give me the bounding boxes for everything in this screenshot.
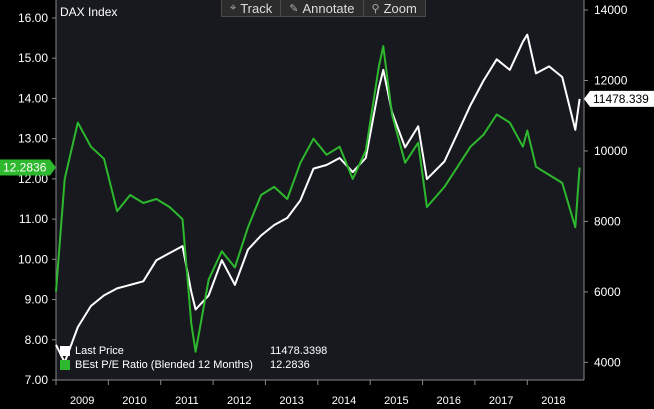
x-tick-label: 2014 [332,395,356,407]
y-left-tick-label: 9.00 [25,293,49,307]
chart-legend: Last Price 11478.3398 BEst P/E Ratio (Bl… [60,344,327,372]
last-value-flag-left-arrow [50,159,56,176]
y-left-tick-label: 16.00 [18,11,48,25]
y-left-tick-label: 11.00 [19,212,48,226]
series-line-pe-ratio [55,45,581,353]
last-value-flag-left [0,159,50,176]
last-value-flag-right [590,90,654,107]
chart-toolbar: ⌖ Track ✎ Annotate ⚲ Zoom [221,0,426,17]
y-left-tick-label: 10.00 [18,252,48,266]
y-left-tick-label: 8.00 [25,333,49,347]
track-button[interactable]: ⌖ Track [222,0,282,16]
y-left-tick-label: 14.00 [18,91,48,105]
track-label: Track [240,0,273,16]
legend-swatch-pe-ratio [60,360,70,370]
y-left-tick-label: 15.00 [18,51,48,65]
y-right-tick-label: 10000 [594,144,628,158]
magnifier-icon: ⚲ [371,2,380,15]
legend-value-pe-ratio: 12.2836 [270,359,310,371]
y-right-tick-label: 12000 [594,73,628,87]
x-tick-label: 2012 [227,395,251,407]
x-tick-label: 2018 [541,395,565,407]
chart-title: DAX Index [60,5,117,19]
legend-swatch-last-price [60,346,70,356]
crosshair-icon: ⌖ [230,1,237,14]
x-tick-label: 2017 [489,395,513,407]
y-right-tick-label: 4000 [594,355,621,369]
zoom-label: Zoom [383,0,417,16]
y-right-tick-label: 6000 [594,285,621,299]
annotate-button[interactable]: ✎ Annotate [281,0,364,16]
legend-item-last-price: Last Price 11478.3398 [60,344,327,358]
y-left-tick-label: 7.00 [25,373,49,387]
last-value-label-left: 12.2836 [3,160,47,174]
plot-area [56,0,584,380]
y-right-tick-label: 14000 [594,3,628,17]
y-right-tick-label: 8000 [594,214,621,228]
last-value-flag-right-arrow [584,90,590,107]
y-left-tick-label: 13.00 [18,132,48,146]
legend-item-pe-ratio: BEst P/E Ratio (Blended 12 Months) 12.28… [60,358,327,372]
x-tick-label: 2016 [436,395,460,407]
annotate-label: Annotate [302,0,355,16]
zoom-button[interactable]: ⚲ Zoom [364,0,425,16]
legend-label-last-price: Last Price [75,345,124,357]
x-tick-label: 2011 [175,395,199,407]
x-tick-label: 2009 [70,395,94,407]
last-value-label-right: 11478.339 [593,92,649,106]
legend-label-pe-ratio: BEst P/E Ratio (Blended 12 Months) [75,359,253,371]
series-line-last-price [55,33,581,364]
x-tick-label: 2013 [279,395,303,407]
pencil-icon: ✎ [289,2,299,15]
x-tick-label: 2010 [122,395,146,407]
legend-value-last-price: 11478.3398 [270,345,328,357]
x-tick-label: 2015 [384,395,408,407]
